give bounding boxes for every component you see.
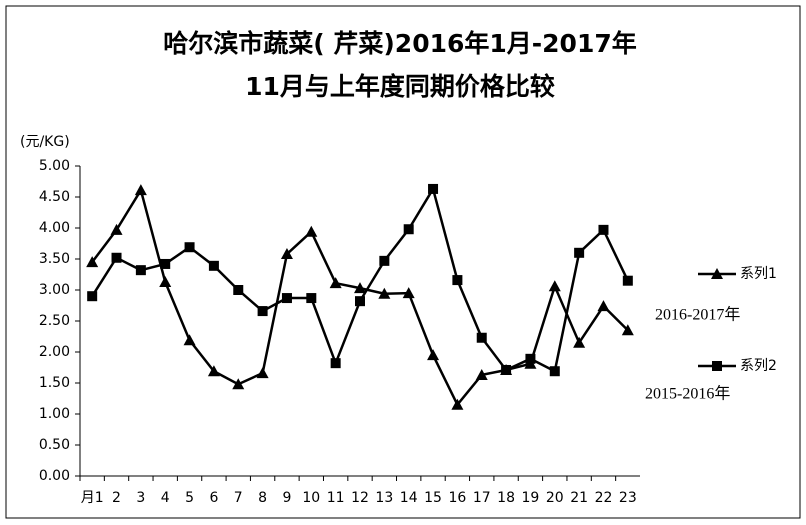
point xyxy=(378,287,391,299)
legend-label: 系列1 xyxy=(740,266,777,282)
point xyxy=(256,367,269,379)
point xyxy=(306,293,317,304)
annotation: 2016-2017年 xyxy=(655,306,740,324)
x-tick-label: 9 xyxy=(282,490,291,506)
point xyxy=(233,285,244,295)
point xyxy=(305,225,318,237)
x-tick-label: 23 xyxy=(619,490,637,506)
point xyxy=(110,223,123,235)
x-tick-label: 12 xyxy=(351,490,369,506)
x-tick-label: 15 xyxy=(424,490,442,506)
x-tick-label: 18 xyxy=(497,490,515,506)
point xyxy=(329,277,342,289)
legend-marker xyxy=(712,361,722,371)
point xyxy=(501,364,512,375)
y-tick-label: 3.00 xyxy=(39,282,70,298)
chart-border xyxy=(5,5,801,519)
point xyxy=(354,282,366,294)
y-tick-label: 4.00 xyxy=(39,220,70,236)
x-tick-label: 7 xyxy=(234,490,243,506)
y-tick-label: 5.00 xyxy=(39,158,70,174)
x-tick-label: 10 xyxy=(302,490,320,506)
point xyxy=(549,366,560,377)
x-tick-label: 6 xyxy=(209,490,218,506)
point xyxy=(427,349,440,361)
y-tick-label: 1.00 xyxy=(39,406,70,422)
y-tick-label: 0.00 xyxy=(39,468,70,484)
point xyxy=(159,275,172,287)
legend-label: 系列2 xyxy=(740,358,777,374)
x-tick-label: 17 xyxy=(473,490,491,506)
point xyxy=(86,256,99,268)
point xyxy=(207,365,220,377)
point xyxy=(452,275,463,286)
y-tick-label: 0.50 xyxy=(39,437,70,453)
point xyxy=(134,184,147,196)
point xyxy=(573,336,586,348)
x-tick-label: 22 xyxy=(595,490,613,506)
point xyxy=(451,398,464,410)
x-tick-label: 19 xyxy=(522,490,540,506)
x-tick-label: 4 xyxy=(161,490,170,506)
point xyxy=(135,265,146,276)
point xyxy=(257,306,268,317)
y-tick-label: 2.00 xyxy=(39,344,70,360)
point xyxy=(402,287,415,299)
point xyxy=(330,358,341,369)
x-tick-label: 14 xyxy=(400,490,418,506)
x-tick-label: 月1 xyxy=(81,490,104,506)
point xyxy=(379,255,390,266)
point xyxy=(525,353,536,364)
chart-title: 哈尔滨市蔬菜( 芹菜)2016年1月-2017年 xyxy=(163,29,637,58)
y-tick-label: 3.50 xyxy=(39,251,70,267)
y-unit-label: (元/KG) xyxy=(20,134,70,150)
y-tick-label: 1.50 xyxy=(39,375,70,391)
x-tick-label: 3 xyxy=(136,490,145,506)
y-tick-label: 2.50 xyxy=(39,313,70,329)
point xyxy=(574,247,585,258)
point xyxy=(280,248,293,260)
x-tick-label: 13 xyxy=(375,490,393,506)
point xyxy=(403,224,414,235)
point xyxy=(232,378,245,390)
legend-marker xyxy=(711,268,723,279)
point xyxy=(355,296,365,307)
x-tick-label: 11 xyxy=(327,490,345,506)
point xyxy=(281,293,292,304)
x-tick-label: 21 xyxy=(570,490,588,506)
point xyxy=(476,332,487,343)
x-tick-label: 5 xyxy=(185,490,194,506)
point xyxy=(111,252,122,263)
point xyxy=(621,324,634,336)
annotation: 2015-2016年 xyxy=(645,385,730,403)
point xyxy=(428,183,439,194)
point xyxy=(597,300,610,312)
point xyxy=(598,224,609,235)
point xyxy=(475,368,488,380)
point xyxy=(160,258,171,269)
point xyxy=(548,280,561,292)
point xyxy=(622,275,633,286)
x-tick-label: 20 xyxy=(546,490,564,506)
x-tick-label: 8 xyxy=(258,490,267,506)
point xyxy=(87,291,98,302)
x-tick-label: 2 xyxy=(112,490,121,506)
point xyxy=(183,334,196,346)
point xyxy=(208,260,219,271)
y-tick-label: 4.50 xyxy=(39,189,70,205)
point xyxy=(184,242,195,253)
x-tick-label: 16 xyxy=(448,490,466,506)
chart-title: 11月与上年度同期价格比较 xyxy=(245,72,555,101)
